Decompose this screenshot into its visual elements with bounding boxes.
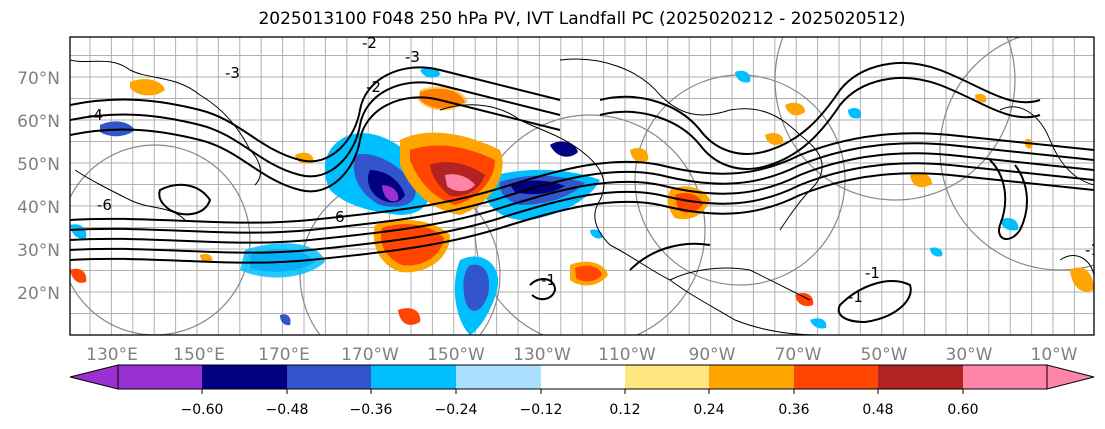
map-title: 2025013100 F048 250 hPa PV, IVT Landfall… [258,9,906,29]
lat-label: 40°N [17,198,60,218]
map-plot-area: -3 -2 -3 -4 -6 6 -2 -1 -1 -1 -1 [70,34,1100,335]
colorbar-tick-label: 0.36 [778,402,809,418]
contour-label: -4 [88,106,103,124]
contour-labels: -3 -2 -3 -4 -6 6 -2 -1 -1 -1 -1 [88,34,1100,306]
colorbar-tick-label: −0.24 [435,402,478,418]
colorbar-extend-low [69,364,119,390]
pv-contours [70,62,1094,324]
lon-label: 70°W [775,345,822,365]
colorbar-segment [541,365,625,389]
lon-label: 150°W [427,345,485,365]
contour-label: -2 [366,78,381,96]
colorbar-segment [794,365,878,389]
lon-label: 10°W [1031,345,1078,365]
contour-label: 6 [335,208,345,226]
longitude-labels: 130°E 150°E 170°E 170°W 150°W 130°W 110°… [86,345,1078,365]
lon-label: 170°W [341,345,399,365]
contour-label: -2 [362,34,377,52]
colorbar-tick-label: −0.48 [266,402,309,418]
pv-shading [70,67,1094,335]
colorbar-segment [118,365,202,389]
lat-label: 30°N [17,241,60,261]
lat-label: 60°N [17,112,60,132]
lat-label: 70°N [17,69,60,89]
colorbar-tick-label: 0.12 [609,402,640,418]
colorbar-tick-label: 0.60 [947,402,978,418]
colorbar-tick-label: 0.48 [862,402,893,418]
lon-label: 130°E [86,345,138,365]
map-frame [69,36,1095,336]
colorbar-extend-high [1046,364,1095,390]
lon-label: 150°E [173,345,225,365]
colorbar-segment [878,365,963,389]
lon-label: 90°W [689,345,736,365]
contour-label: -6 [97,196,112,214]
colorbar-tick-label: −0.12 [520,402,563,418]
lat-label: 50°N [17,155,60,175]
contour-label: -1 [848,288,863,306]
latitude-labels: 70°N 60°N 50°N 40°N 30°N 20°N [17,69,60,304]
colorbar-segment [371,365,456,389]
colorbar-segment [963,365,1047,389]
colorbar-tick-label: −0.36 [350,402,393,418]
colorbar-segment [287,365,371,389]
lon-label: 170°E [258,345,310,365]
colorbar-tick-label: −0.60 [181,402,224,418]
colorbar-segment [709,365,794,389]
contour-label: -3 [225,64,240,82]
contour-label: -1 [1085,241,1100,259]
lon-label: 130°W [513,345,571,365]
lon-label: 110°W [598,345,656,365]
contour-label: -1 [865,264,880,282]
colorbar-segment [456,365,541,389]
lat-label: 20°N [17,284,60,304]
colorbar-tick-label: 0.24 [693,402,724,418]
lon-label: 50°W [861,345,908,365]
colorbar [69,364,1095,394]
colorbar-segment [202,365,287,389]
colorbar-frame [117,364,1048,390]
colorbar-segment [625,365,709,389]
colorbar-ticks: −0.60 −0.48 −0.36 −0.24 −0.12 0.12 0.24 … [181,402,979,418]
contour-label: -1 [541,271,556,289]
contour-label: -3 [405,48,420,66]
lon-label: 30°W [946,345,993,365]
